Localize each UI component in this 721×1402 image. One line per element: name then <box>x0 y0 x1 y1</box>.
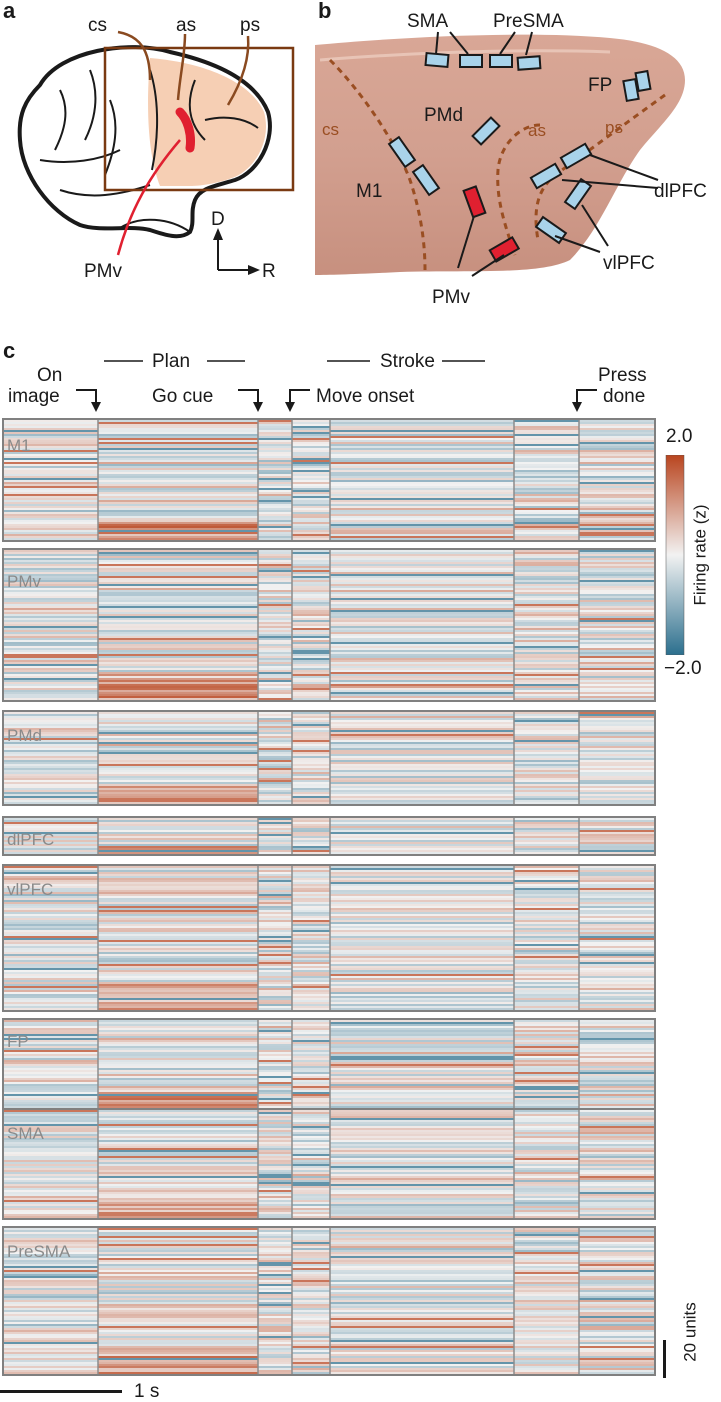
event-label-press-line2: done <box>603 386 646 407</box>
epoch-label-stroke: Stroke <box>380 351 435 372</box>
sulcus-label-cs-a: cs <box>88 15 107 36</box>
region-label-pmv-b: PMv <box>432 287 470 308</box>
epoch-header-lines <box>76 360 597 412</box>
area-label-pmd: PMd <box>7 726 42 745</box>
sulcus-label-ps-a: ps <box>240 15 261 36</box>
axis-label-rostral: R <box>262 261 276 282</box>
region-label-vlpfc: vlPFC <box>603 253 655 274</box>
region-label-fp: FP <box>588 75 613 96</box>
sulcus-label-as-a: as <box>176 15 197 36</box>
heatmap-pmd: PMd <box>2 710 656 806</box>
heatmap-sma: SMA <box>2 1108 656 1220</box>
heatmap-m1: M1 <box>2 418 656 542</box>
brain-lateral-diagram <box>17 30 295 275</box>
region-label-presma: PreSMA <box>493 11 564 32</box>
axis-label-dorsal: D <box>211 209 225 230</box>
heatmap-pmv: PMv <box>2 548 656 702</box>
sulcus-label-ps-b: ps <box>605 118 623 137</box>
time-scalebar-label: 1 s <box>134 1381 160 1402</box>
area-label-sma: SMA <box>7 1124 44 1143</box>
panel-a-letter: a <box>3 0 16 23</box>
time-scalebar <box>0 1390 122 1393</box>
colorbar-max-label: 2.0 <box>666 426 693 447</box>
panel-c-letter: c <box>3 338 16 363</box>
region-label-pmd: PMd <box>424 105 464 126</box>
event-label-press-line1: Press <box>598 365 647 386</box>
heatmap-dlpfc: dlPFC <box>2 816 656 856</box>
sulcus-label-as-b: as <box>528 121 546 140</box>
colorbar-title: Firing rate (z) <box>690 504 710 606</box>
heatmap-vlpfc: vlPFC <box>2 864 656 1012</box>
event-label-go-cue: Go cue <box>152 386 214 407</box>
colorbar <box>665 455 685 655</box>
units-scalebar <box>663 1340 666 1378</box>
area-label-dlpfc: dlPFC <box>7 830 55 849</box>
heatmap-presma: PreSMA <box>2 1226 656 1376</box>
area-label-presma: PreSMA <box>7 1242 71 1261</box>
area-label-m1: M1 <box>7 436 31 455</box>
colorbar-min-label: −2.0 <box>664 658 702 679</box>
sulcus-label-cs-b: cs <box>322 120 339 139</box>
units-scalebar-label: 20 units <box>680 1302 700 1362</box>
region-label-m1: M1 <box>356 181 383 202</box>
cortex-surface-diagram: cs as ps <box>315 31 685 277</box>
event-label-on-image-line2: image <box>8 386 60 407</box>
panel-b-letter: b <box>318 0 332 23</box>
event-label-move-onset: Move onset <box>316 386 415 407</box>
region-label-sma: SMA <box>407 11 449 32</box>
area-label-fp: FP <box>7 1032 29 1051</box>
region-label-dlpfc: dlPFC <box>654 181 707 202</box>
event-label-on-image-line1: On <box>37 365 63 386</box>
heatmap-fp: FP <box>2 1018 656 1110</box>
epoch-label-plan: Plan <box>152 351 191 372</box>
area-label-pmv: PMv <box>7 572 41 591</box>
pmv-label-a: PMv <box>84 261 122 282</box>
area-label-vlpfc: vlPFC <box>7 880 54 899</box>
